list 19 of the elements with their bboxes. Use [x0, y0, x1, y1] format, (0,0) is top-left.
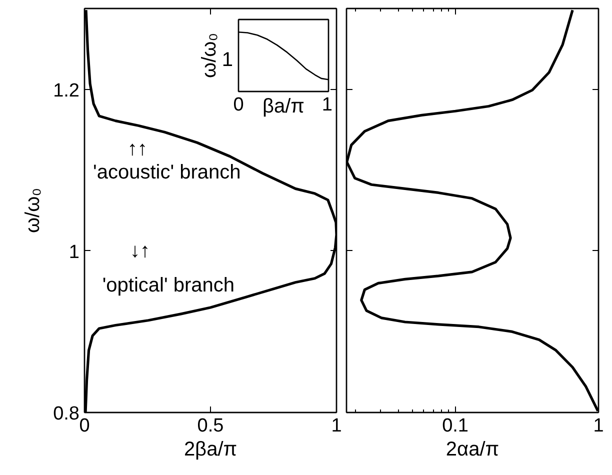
- y-axis-title: ω/ω₀: [22, 188, 44, 234]
- annotation: ↓↑: [130, 240, 150, 262]
- annotation: 1: [222, 48, 233, 72]
- x-tick-label: 0.5: [197, 416, 224, 436]
- x-tick-label: 1: [593, 416, 604, 436]
- x-tick-label: 0: [233, 94, 244, 116]
- x-tick-label: 0.1: [442, 416, 468, 436]
- x-axis-title: βa/π: [262, 96, 304, 118]
- annotation: ↑↑: [127, 138, 148, 160]
- y-tick-label: 1.2: [53, 80, 80, 102]
- y-tick-label: 1: [68, 242, 80, 263]
- x-tick-label: 1: [331, 416, 342, 436]
- annotation: 'acoustic' branch: [93, 162, 241, 184]
- x-axis-title: 2βa/π: [184, 438, 238, 460]
- y-axis-title: ω/ω₀: [198, 32, 220, 78]
- x-axis-title: 2αa/π: [446, 438, 500, 460]
- annotation: 'optical' branch: [102, 274, 235, 297]
- x-tick-label: 0: [79, 416, 90, 436]
- y-tick-label: 0.8: [53, 404, 80, 424]
